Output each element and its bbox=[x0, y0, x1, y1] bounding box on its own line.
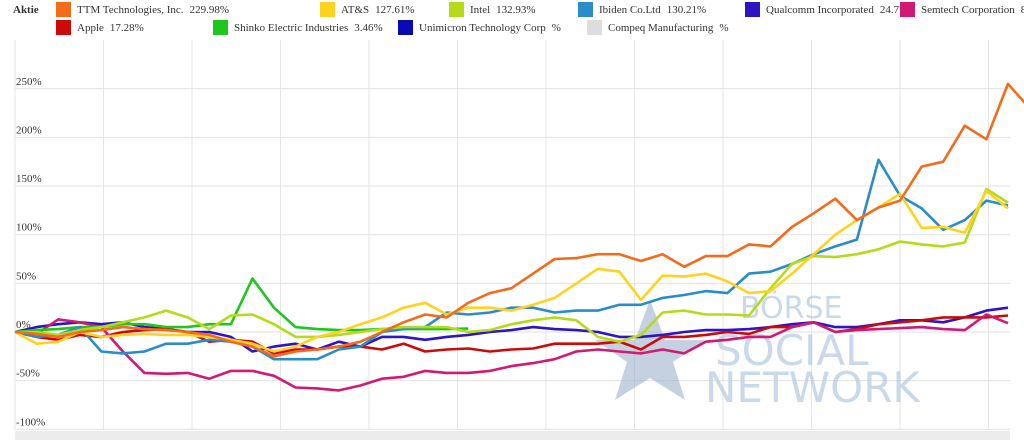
series-line-intel[interactable] bbox=[15, 187, 1009, 344]
y-tick-label: 50% bbox=[16, 270, 36, 282]
star-icon bbox=[595, 300, 705, 400]
legend-swatch bbox=[745, 2, 760, 17]
y-tick-label: 250% bbox=[16, 76, 42, 88]
y-tick-label: 200% bbox=[16, 124, 42, 136]
legend-value: % bbox=[551, 21, 561, 34]
legend-value: 17.28% bbox=[109, 21, 144, 34]
legend-item[interactable]: Unimicron Technology Corp% bbox=[398, 20, 561, 35]
legend-value: % bbox=[719, 21, 729, 34]
legend-item[interactable]: Apple 17.28% bbox=[56, 20, 144, 35]
legend-label: Ibiden Co.Ltd bbox=[599, 3, 661, 16]
legend-swatch bbox=[578, 2, 593, 17]
legend-item[interactable]: AT&S 127.61% bbox=[320, 2, 415, 17]
legend-label: Semtech Corporation bbox=[921, 3, 1015, 16]
y-tick-label: 150% bbox=[16, 173, 42, 185]
legend-value: 229.98% bbox=[189, 3, 229, 16]
legend-label: Intel bbox=[470, 3, 491, 16]
legend-value: 8.73% bbox=[1020, 3, 1024, 16]
legend-item[interactable]: Compeq Manufacturing% bbox=[587, 20, 729, 35]
series-line-semtech-corporation[interactable] bbox=[14, 313, 1009, 392]
series-line-ibiden-co-ltd[interactable] bbox=[14, 158, 1009, 361]
legend-swatch bbox=[398, 20, 413, 35]
legend-swatch bbox=[900, 2, 915, 17]
legend-swatch bbox=[587, 20, 602, 35]
y-tick-label: -100% bbox=[16, 416, 45, 428]
watermark-text: NETWORK bbox=[705, 363, 921, 412]
legend-item[interactable]: Ibiden Co.Ltd 130.21% bbox=[578, 2, 706, 17]
legend-swatch bbox=[56, 2, 71, 17]
legend-item[interactable]: TTM Technologies, Inc. 229.98% bbox=[56, 2, 229, 17]
legend-value: 132.93% bbox=[496, 3, 536, 16]
legend-label: Shinko Electric Industries bbox=[234, 21, 349, 34]
legend-label: AT&S bbox=[341, 3, 370, 16]
navigator-scrollbar[interactable] bbox=[15, 431, 1010, 440]
legend-label: Unimicron Technology Corp bbox=[419, 21, 546, 34]
legend-item[interactable]: Semtech Corporation 8.73% bbox=[900, 2, 1024, 17]
legend-title: Aktie bbox=[13, 4, 39, 16]
legend-item[interactable]: Shinko Electric Industries 3.46% bbox=[213, 20, 383, 35]
legend-swatch bbox=[213, 20, 228, 35]
legend-swatch bbox=[449, 2, 464, 17]
legend-label: TTM Technologies, Inc. bbox=[77, 3, 184, 16]
legend-label: Compeq Manufacturing bbox=[608, 21, 714, 34]
y-tick-label: -50% bbox=[16, 368, 40, 380]
legend-value: 3.46% bbox=[354, 21, 383, 34]
legend-swatch bbox=[56, 20, 71, 35]
legend-item[interactable]: Intel 132.93% bbox=[449, 2, 536, 17]
legend-label: Apple bbox=[77, 21, 104, 34]
series-line-ttm-technologies-inc-[interactable] bbox=[14, 82, 1024, 358]
legend-label: Qualcomm Incorporated bbox=[766, 3, 874, 16]
legend-value: 127.61% bbox=[375, 3, 415, 16]
legend-value: 130.21% bbox=[666, 3, 707, 16]
watermark-text: BÖRSE bbox=[740, 290, 843, 326]
series-line-at-s[interactable] bbox=[14, 189, 1009, 353]
legend-swatch bbox=[320, 2, 335, 17]
y-tick-label: 100% bbox=[16, 222, 42, 234]
